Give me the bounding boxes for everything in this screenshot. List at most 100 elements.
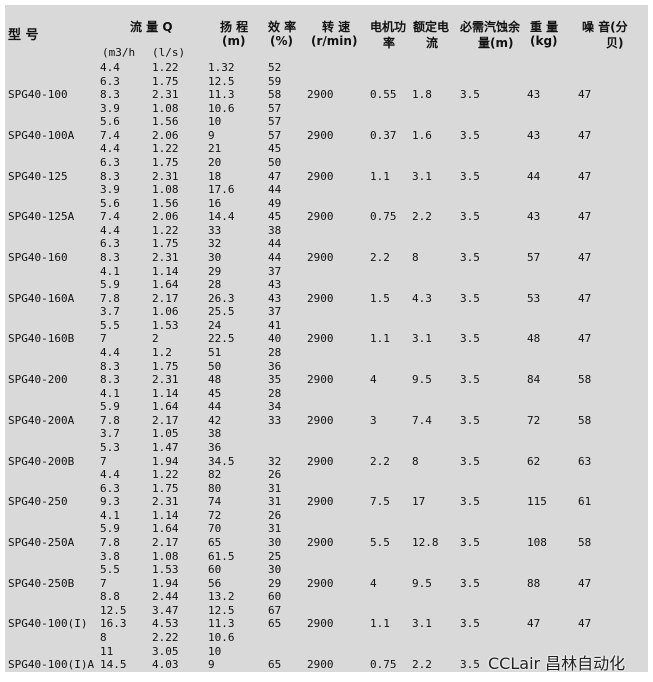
cell-flow-m3h: 7 [100,332,107,346]
cell-current: 12.8 [412,535,439,549]
cell-power: 5.5 [370,535,390,549]
header-npsh-2: 量(m) [478,36,514,50]
cell-flow-m3h: 7.4 [100,128,120,142]
cell-noise: 63 [578,454,592,468]
cell-flow-ls: 2.06 [152,128,179,142]
cell-head: 42 [208,413,222,427]
cell-head: 60 [208,563,222,577]
cell-power: 4 [370,576,377,590]
cell-npsh: 3.5 [460,291,480,305]
cell-head: 20 [208,155,222,169]
cell-head: 16 [208,196,222,210]
watermark-logo: CCLair 昌林自动化 [488,654,626,673]
cell-efficiency: 31 [268,481,282,495]
cell-weight: 44 [527,169,541,183]
cell-head: 36 [208,440,222,454]
cell-flow-m3h: 5.5 [100,563,120,577]
cell-current: 8 [412,454,419,468]
cell-flow-m3h: 3.7 [100,427,120,441]
cell-flow-m3h: 4.4 [100,468,120,482]
cell-efficiency: 30 [268,535,282,549]
cell-current: 4.3 [412,291,432,305]
cell-flow-m3h: 7 [100,576,107,590]
cell-flow-ls: 1.14 [152,386,179,400]
cell-head: 22.5 [208,332,235,346]
cell-efficiency: 57 [268,101,282,115]
cell-current: 8 [412,250,419,264]
cell-flow-m3h: 8.3 [100,250,120,264]
cell-current: 2.2 [412,658,432,672]
cell-flow-m3h: 3.8 [100,549,120,563]
cell-model: SPG40-100A [8,128,75,142]
cell-flow-m3h: 4.4 [100,61,120,74]
cell-noise: 47 [578,332,592,346]
cell-head: 14.4 [208,210,235,224]
cell-model: SPG40-100(I) [8,617,88,631]
cell-flow-m3h: 7.8 [100,291,120,305]
cell-speed: 2900 [307,658,334,672]
cell-flow-ls: 3.05 [152,644,179,658]
cell-npsh: 3.5 [460,617,480,631]
cell-efficiency: 40 [268,332,282,346]
cell-speed: 2900 [307,576,334,590]
cell-flow-m3h: 6.3 [100,74,120,88]
cell-weight: 47 [527,617,541,631]
cell-flow-ls: 1.22 [152,142,179,156]
cell-model: SPG40-250A [8,535,75,549]
cell-flow-m3h: 9.3 [100,495,120,509]
cell-model: SPG40-100 [8,88,68,102]
cell-efficiency: 35 [268,373,282,387]
cell-flow-ls: 1.2 [152,345,172,359]
header-efficiency-unit: (%) [270,34,293,48]
cell-flow-ls: 2.31 [152,169,179,183]
cell-efficiency: 38 [268,223,282,237]
cell-efficiency: 28 [268,386,282,400]
cell-noise: 47 [578,617,592,631]
cell-efficiency: 28 [268,345,282,359]
cell-head: 28 [208,278,222,292]
cell-head: 32 [208,237,222,251]
cell-efficiency: 41 [268,318,282,332]
cell-efficiency: 45 [268,210,282,224]
cell-efficiency: 29 [268,576,282,590]
cell-flow-m3h: 3.7 [100,305,120,319]
cell-model: SPG40-200 [8,373,68,387]
cell-efficiency: 50 [268,155,282,169]
cell-head: 82 [208,468,222,482]
cell-head: 9 [208,658,215,672]
cell-current: 17 [412,495,426,509]
cell-efficiency: 65 [268,617,282,631]
cell-noise: 47 [578,88,592,102]
cell-weight: 43 [527,128,541,142]
cell-npsh: 3.5 [460,250,480,264]
cell-efficiency: 47 [268,169,282,183]
cell-head: 21 [208,142,222,156]
cell-flow-m3h: 6.3 [100,155,120,169]
cell-npsh: 3.5 [460,169,480,183]
cell-flow-ls: 1.64 [152,278,179,292]
cell-noise: 58 [578,373,592,387]
cell-power: 1.1 [370,332,390,346]
cell-power: 1.5 [370,291,390,305]
cell-flow-m3h: 11 [100,644,114,658]
cell-speed: 2900 [307,210,334,224]
cell-head: 9 [208,128,215,142]
cell-flow-m3h: 5.5 [100,318,120,332]
cell-head: 48 [208,373,222,387]
cell-efficiency: 43 [268,291,282,305]
header-head-unit: (m) [222,34,246,48]
cell-efficiency: 44 [268,237,282,251]
cell-noise: 58 [578,535,592,549]
cell-flow-ls: 1.08 [152,101,179,115]
cell-head: 12.5 [208,74,235,88]
cell-flow-m3h: 6.3 [100,481,120,495]
cell-npsh: 3.5 [460,535,480,549]
cell-power: 7.5 [370,495,390,509]
cell-flow-ls: 1.64 [152,400,179,414]
cell-efficiency: 36 [268,359,282,373]
cell-power: 0.75 [370,210,397,224]
cell-flow-m3h: 8.3 [100,169,120,183]
cell-current: 2.2 [412,210,432,224]
cell-model: SPG40-100(I)A [8,658,95,672]
header-head: 扬 程 [220,20,249,34]
